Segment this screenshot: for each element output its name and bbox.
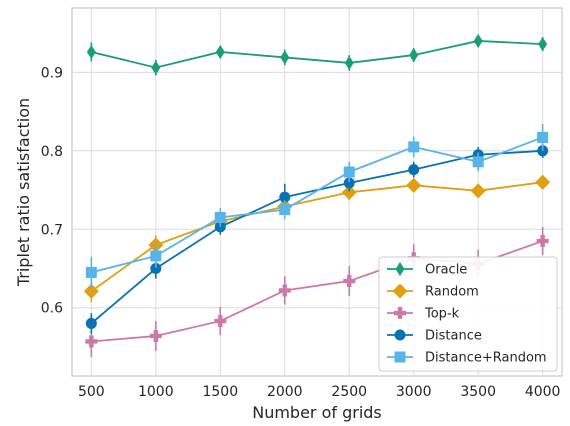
- x-axis-label: Number of grids: [252, 403, 382, 422]
- data-point: [86, 44, 96, 59]
- series-distance-random: [85, 124, 549, 289]
- data-point: [538, 37, 548, 52]
- x-tick-label: 2500: [331, 384, 367, 400]
- data-point: [85, 266, 97, 278]
- data-point: [279, 191, 291, 203]
- legend-item: Random: [387, 283, 479, 300]
- y-tick-label: 0.8: [41, 144, 63, 160]
- legend-label: Random: [425, 285, 479, 300]
- data-point: [215, 44, 225, 59]
- data-point: [395, 262, 405, 276]
- data-point: [150, 250, 162, 262]
- data-point: [149, 329, 162, 342]
- data-point: [279, 204, 291, 216]
- data-point: [85, 335, 98, 348]
- data-point: [392, 283, 408, 299]
- data-point: [214, 212, 226, 224]
- data-point: [535, 174, 551, 190]
- y-tick-label: 0.6: [41, 301, 63, 317]
- legend-label: Distance: [425, 329, 482, 344]
- legend: Oracle Random Top-k Distance Distance+Random: [378, 256, 558, 372]
- series-line: [91, 136, 543, 274]
- data-point: [408, 141, 420, 153]
- data-point: [280, 50, 290, 65]
- data-point: [151, 60, 161, 75]
- data-point: [536, 235, 549, 248]
- data-point: [278, 284, 291, 297]
- x-tick-label: 2000: [267, 384, 303, 400]
- y-tick-label: 0.9: [41, 65, 63, 81]
- data-point: [409, 48, 419, 63]
- x-tick-label: 3000: [396, 384, 432, 400]
- legend-label: Distance+Random: [425, 351, 547, 366]
- legend-box: [378, 256, 558, 372]
- data-point: [85, 317, 97, 329]
- x-tick-label: 3500: [460, 384, 496, 400]
- x-tick-label: 1000: [138, 384, 174, 400]
- series-line: [91, 40, 543, 69]
- data-point: [341, 184, 357, 200]
- x-tick-label: 1500: [202, 384, 238, 400]
- data-point: [83, 283, 99, 299]
- y-axis-label: Triplet ratio satisfaction: [14, 98, 33, 287]
- data-point: [150, 263, 162, 275]
- data-point: [472, 156, 484, 168]
- legend-item: Distance: [387, 329, 482, 344]
- data-point: [406, 177, 422, 193]
- data-point: [344, 55, 354, 70]
- data-point: [343, 275, 356, 288]
- legend-item: Distance+Random: [387, 351, 547, 366]
- legend-item: Top-k: [387, 307, 460, 322]
- x-tick-label: 500: [78, 384, 105, 400]
- data-point: [394, 351, 406, 363]
- y-tick-labels: 0.6 0.7 0.8 0.9: [41, 65, 63, 316]
- x-tick-label: 4000: [525, 384, 561, 400]
- data-point: [343, 177, 355, 189]
- legend-item: Oracle: [387, 262, 467, 278]
- data-point: [470, 183, 486, 199]
- data-point: [394, 329, 406, 341]
- series-oracle: [86, 33, 548, 76]
- x-tick-labels: 500 1000 1500 2000 2500 3000 3500 4000: [78, 384, 561, 400]
- data-point: [214, 315, 227, 328]
- y-tick-label: 0.7: [41, 222, 63, 238]
- legend-label: Oracle: [425, 263, 467, 278]
- data-point: [408, 164, 420, 176]
- legend-label: Top-k: [424, 307, 460, 322]
- data-point: [537, 131, 549, 143]
- data-point: [473, 33, 483, 48]
- data-point: [394, 307, 406, 319]
- data-point: [343, 166, 355, 178]
- series-line: [90, 181, 543, 292]
